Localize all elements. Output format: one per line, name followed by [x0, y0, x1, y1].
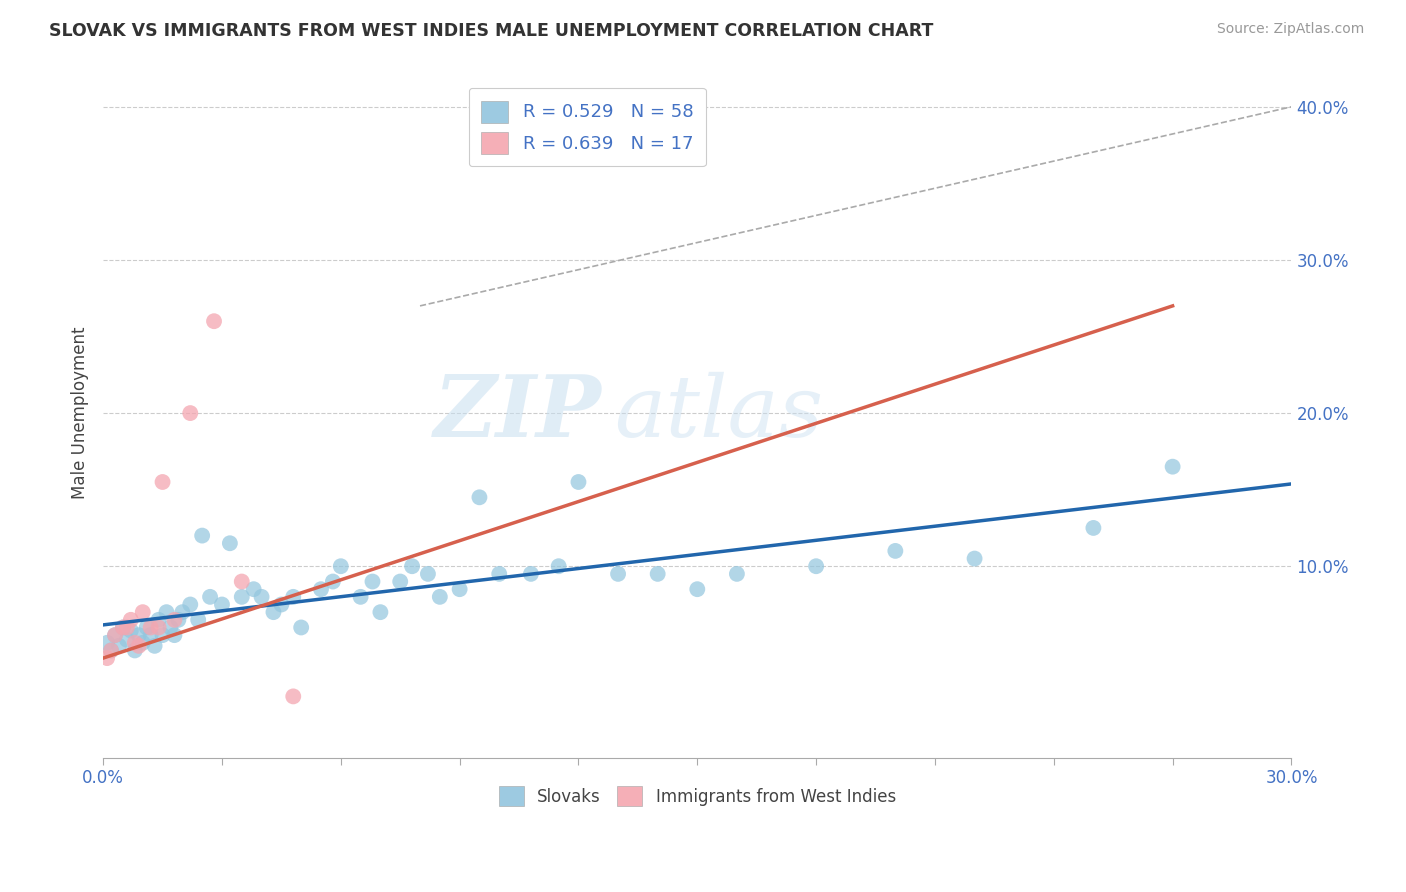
- Point: [401, 559, 423, 574]
- Text: atlas: atlas: [614, 372, 824, 454]
- Point: [547, 559, 569, 574]
- Legend: Slovaks, Immigrants from West Indies: Slovaks, Immigrants from West Indies: [491, 778, 904, 814]
- Point: [148, 620, 170, 634]
- Point: [115, 632, 138, 647]
- Point: [120, 624, 142, 638]
- Point: [115, 620, 138, 634]
- Point: [139, 628, 162, 642]
- Text: ZIP: ZIP: [434, 371, 602, 455]
- Text: SLOVAK VS IMMIGRANTS FROM WEST INDIES MALE UNEMPLOYMENT CORRELATION CHART: SLOVAK VS IMMIGRANTS FROM WEST INDIES MA…: [49, 22, 934, 40]
- Point: [155, 605, 177, 619]
- Point: [179, 598, 201, 612]
- Point: [250, 590, 273, 604]
- Point: [100, 643, 122, 657]
- Point: [520, 566, 543, 581]
- Point: [283, 690, 305, 704]
- Point: [163, 613, 186, 627]
- Point: [143, 639, 166, 653]
- Point: [270, 598, 292, 612]
- Text: Source: ZipAtlas.com: Source: ZipAtlas.com: [1216, 22, 1364, 37]
- Point: [124, 636, 146, 650]
- Point: [96, 651, 118, 665]
- Point: [804, 559, 827, 574]
- Point: [686, 582, 709, 597]
- Point: [607, 566, 630, 581]
- Point: [128, 628, 150, 642]
- Point: [283, 590, 305, 604]
- Point: [187, 613, 209, 627]
- Point: [242, 582, 264, 597]
- Point: [349, 590, 371, 604]
- Point: [488, 566, 510, 581]
- Point: [370, 605, 392, 619]
- Point: [202, 314, 225, 328]
- Point: [231, 574, 253, 589]
- Y-axis label: Male Unemployment: Male Unemployment: [72, 326, 89, 500]
- Point: [96, 636, 118, 650]
- Point: [322, 574, 344, 589]
- Point: [104, 628, 127, 642]
- Point: [132, 636, 155, 650]
- Point: [152, 628, 174, 642]
- Point: [148, 613, 170, 627]
- Point: [429, 590, 451, 604]
- Point: [163, 628, 186, 642]
- Point: [172, 605, 194, 619]
- Point: [361, 574, 384, 589]
- Point: [167, 613, 190, 627]
- Point: [100, 643, 122, 657]
- Point: [1161, 459, 1184, 474]
- Point: [111, 620, 134, 634]
- Point: [135, 620, 157, 634]
- Point: [111, 620, 134, 634]
- Point: [567, 475, 589, 489]
- Point: [219, 536, 242, 550]
- Point: [262, 605, 284, 619]
- Point: [647, 566, 669, 581]
- Point: [416, 566, 439, 581]
- Point: [231, 590, 253, 604]
- Point: [211, 598, 233, 612]
- Point: [108, 639, 131, 653]
- Point: [884, 544, 907, 558]
- Point: [120, 613, 142, 627]
- Point: [329, 559, 352, 574]
- Point: [1083, 521, 1105, 535]
- Point: [198, 590, 221, 604]
- Point: [152, 475, 174, 489]
- Point: [104, 628, 127, 642]
- Point: [159, 620, 181, 634]
- Point: [468, 491, 491, 505]
- Point: [139, 620, 162, 634]
- Point: [191, 528, 214, 542]
- Point: [290, 620, 312, 634]
- Point: [132, 605, 155, 619]
- Point: [124, 643, 146, 657]
- Point: [128, 639, 150, 653]
- Point: [963, 551, 986, 566]
- Point: [309, 582, 332, 597]
- Point: [725, 566, 748, 581]
- Point: [179, 406, 201, 420]
- Point: [389, 574, 412, 589]
- Point: [449, 582, 471, 597]
